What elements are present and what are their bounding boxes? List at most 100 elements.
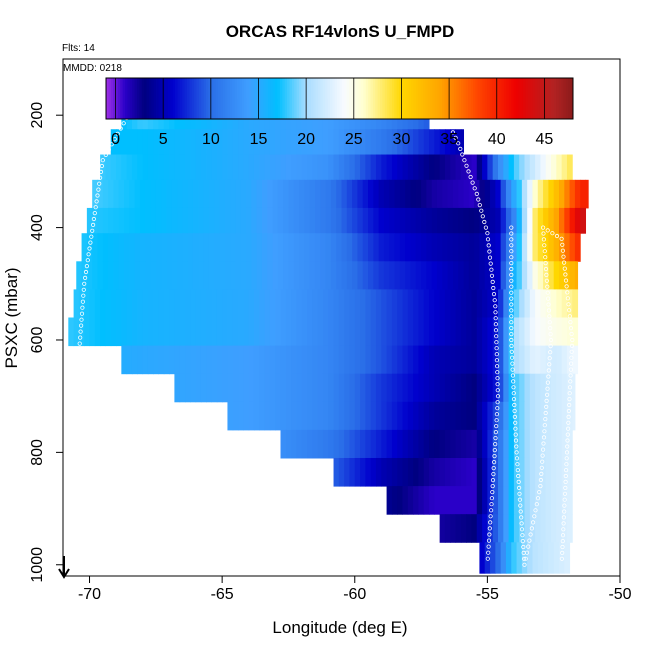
heatmap-cell [190, 373, 197, 403]
track-point [562, 509, 567, 514]
heatmap-cell [537, 207, 544, 234]
colorbar-swatch [489, 78, 493, 119]
heatmap-cell [415, 233, 422, 262]
heatmap-cell [288, 233, 295, 262]
track-point [494, 340, 499, 345]
heatmap-cell [126, 154, 133, 181]
x-tick-label: -70 [78, 586, 101, 603]
heatmap-cell [354, 373, 361, 403]
track-point [66, 490, 71, 496]
heatmap-cell [365, 129, 372, 156]
heatmap-cell [368, 233, 374, 262]
track-point [462, 158, 467, 163]
colorbar-swatch [382, 78, 386, 119]
heatmap-cell [97, 207, 104, 234]
heatmap-cell [391, 373, 398, 403]
heatmap-cell [455, 289, 462, 318]
heatmap-cell [394, 207, 401, 234]
heatmap-cell [460, 345, 467, 375]
heatmap-cell [291, 429, 297, 459]
heatmap-cell [556, 345, 563, 375]
heatmap-cell [413, 401, 419, 431]
heatmap-cell [230, 233, 236, 262]
track-point [559, 556, 565, 561]
heatmap-cell [365, 429, 372, 459]
heatmap-cell [216, 154, 223, 181]
heatmap-cell [360, 317, 366, 347]
heatmap-cell [471, 345, 478, 375]
heatmap-cell [312, 345, 319, 375]
heatmap-cell [535, 429, 541, 459]
heatmap-cell [222, 317, 228, 347]
heatmap-cell [529, 429, 536, 459]
heatmap-cell [328, 373, 335, 403]
colorbar-swatch [329, 78, 333, 119]
colorbar-swatch [315, 78, 319, 119]
track-point [494, 352, 499, 357]
heatmap-cell [248, 345, 255, 375]
heatmap-cell [386, 457, 393, 487]
heatmap-cell [105, 154, 112, 181]
heatmap-cell [360, 457, 366, 487]
direction-arrow-icon [58, 556, 70, 579]
heatmap-cell [275, 345, 281, 375]
heatmap-cell [513, 289, 520, 318]
heatmap-cell [158, 154, 165, 181]
colorbar-swatch [344, 78, 348, 119]
colorbar-swatch [296, 78, 300, 119]
heatmap-cell [421, 207, 427, 234]
colorbar-swatch [353, 78, 357, 119]
heatmap-cell [561, 429, 568, 459]
heatmap-cell [328, 429, 335, 459]
heatmap-cell [423, 345, 430, 375]
track-point [566, 408, 572, 414]
track-point [519, 515, 524, 520]
heatmap-cell [309, 233, 316, 262]
heatmap-cell [174, 373, 181, 403]
heatmap-cell [458, 261, 464, 290]
heatmap-cell [253, 154, 260, 181]
heatmap-cell [429, 154, 435, 181]
heatmap-cell [296, 154, 303, 181]
heatmap-cell [206, 373, 213, 403]
heatmap-cell [561, 373, 568, 403]
track-point [516, 473, 521, 479]
track-point [570, 337, 575, 343]
heatmap-cell [381, 345, 388, 375]
heatmap-cell [349, 289, 356, 318]
colorbar-swatch [213, 78, 216, 119]
heatmap-cell [529, 457, 536, 487]
heatmap-cell [126, 345, 133, 375]
heatmap-cell [487, 514, 494, 543]
heatmap-cell [365, 154, 372, 181]
heatmap-cell [325, 179, 332, 209]
heatmap-cell [429, 373, 435, 403]
track-point [487, 532, 492, 537]
heatmap-cell [551, 429, 557, 459]
track-point [490, 279, 495, 284]
heatmap-cell [134, 233, 141, 262]
heatmap-cell [551, 154, 557, 181]
colorbar-swatch [513, 78, 517, 119]
heatmap-cell [360, 129, 366, 156]
heatmap-cell [545, 457, 552, 487]
heatmap-cell [126, 289, 133, 318]
colorbar-swatch [146, 78, 150, 119]
heatmap-cell [434, 373, 441, 403]
heatmap-cell [169, 289, 175, 318]
heatmap-cell [203, 233, 210, 262]
track-point [509, 255, 514, 260]
heatmap-cell [285, 401, 292, 431]
heatmap-cell [511, 261, 518, 290]
heatmap-cell [208, 261, 215, 290]
heatmap-cell [86, 233, 93, 262]
heatmap-cell [429, 401, 435, 431]
heatmap-cell [429, 289, 435, 318]
heatmap-cell [365, 289, 372, 318]
track-point [520, 538, 525, 544]
colorbar-swatch [399, 78, 402, 119]
heatmap-cell [418, 429, 425, 459]
heatmap-cell [391, 345, 398, 375]
track-point [541, 435, 547, 440]
heatmap-cell [362, 261, 369, 290]
